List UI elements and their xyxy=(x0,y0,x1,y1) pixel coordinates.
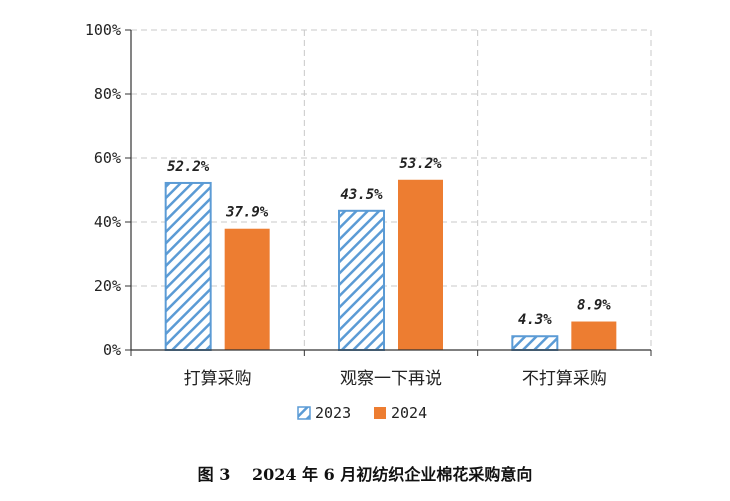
data-label: 4.3% xyxy=(518,312,552,328)
y-tick-label: 100% xyxy=(85,21,121,39)
axis-layer xyxy=(125,29,652,356)
legend-label-2024: 2024 xyxy=(391,404,427,422)
bar-2024 xyxy=(224,228,270,350)
data-label: 52.2% xyxy=(167,159,210,175)
legend-label-2023: 2023 xyxy=(315,404,351,422)
data-label: 43.5% xyxy=(340,187,383,203)
y-tick-label: 80% xyxy=(94,85,121,103)
y-tick-label: 20% xyxy=(94,277,121,295)
bar-2023 xyxy=(338,209,385,351)
figure-caption: 图 3 2024 年 6 月初纺织企业棉花采购意向 xyxy=(198,465,533,484)
x-category-label: 不打算采购 xyxy=(522,369,607,389)
bar-2024 xyxy=(571,321,617,350)
y-tick-label: 40% xyxy=(94,213,121,231)
data-label: 37.9% xyxy=(225,205,269,221)
grid-layer xyxy=(131,29,652,350)
y-tick-label: 60% xyxy=(94,149,121,167)
legend: 2023 2024 xyxy=(297,404,427,422)
y-tick-label: 0% xyxy=(103,341,121,359)
data-label: 53.2% xyxy=(399,156,442,172)
bar-2023 xyxy=(164,181,212,351)
legend-swatch-2024 xyxy=(374,407,386,419)
x-category-label: 观察一下再说 xyxy=(340,369,442,389)
bar-2024 xyxy=(398,179,443,350)
x-category-label: 打算采购 xyxy=(184,369,252,389)
labels-layer: 0% 20% 40% 60% 80% 100% 52.2% 37.9% 打算采购 43.5% 53.… xyxy=(85,21,611,389)
legend-swatch-2023 xyxy=(297,406,311,420)
data-label: 8.9% xyxy=(577,298,611,314)
bar-2023 xyxy=(511,335,559,351)
